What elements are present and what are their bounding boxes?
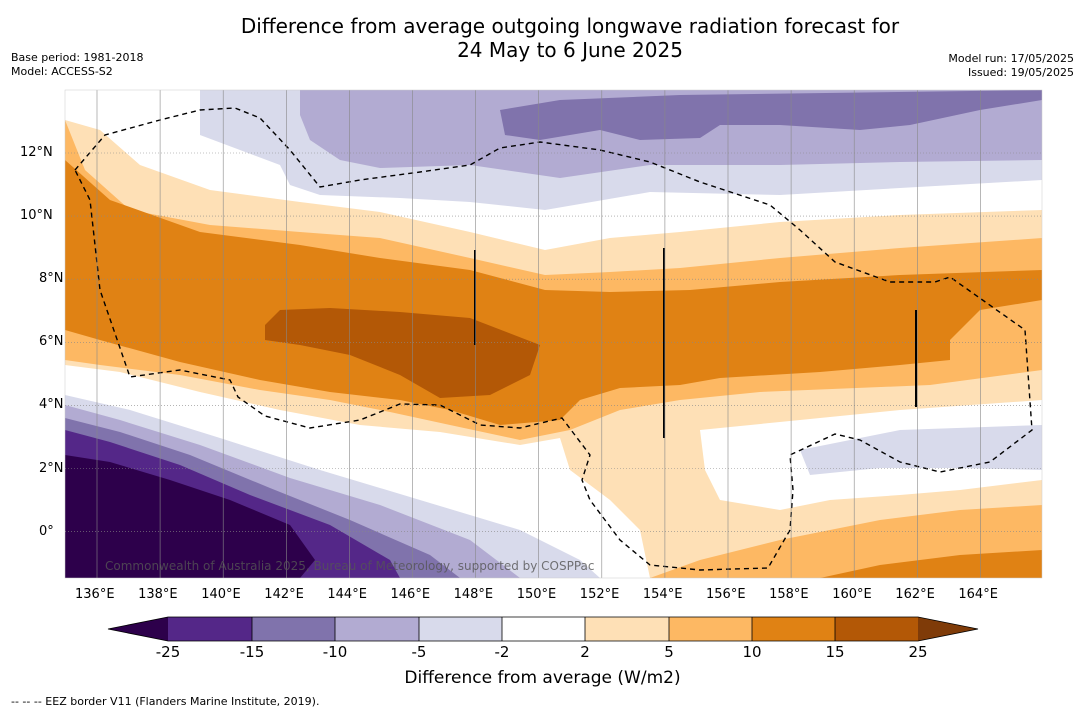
longitude-label: 140°E (201, 587, 241, 602)
colorbar-tick-label: 2 (580, 643, 590, 661)
longitude-label: 158°E (769, 587, 809, 602)
watermark: Commonwealth of Australia 2025, Bureau o… (105, 559, 595, 573)
longitude-label: 154°E (642, 587, 683, 602)
model-run: Model run: 17/05/2025 (948, 52, 1074, 65)
longitude-label: 164°E (958, 587, 998, 602)
longitude-label: 152°E (579, 587, 620, 602)
colorbar-swatch-6 (585, 617, 669, 641)
band-below-min (65, 455, 315, 578)
colorbar-swatch-3 (335, 617, 419, 641)
colorbar-tick-label: -5 (411, 643, 427, 661)
colorbar-tick-label: -10 (322, 643, 348, 661)
colorbar-outline (107, 616, 979, 642)
colorbar-swatch-4 (419, 617, 502, 641)
longitude-label: 148°E (453, 587, 494, 602)
longitude-label: 150°E (516, 587, 557, 602)
eez-border (74, 107, 1033, 571)
colorbar-swatch-5 (502, 617, 585, 641)
colorbar-swatch-7 (669, 617, 752, 641)
latitude-label: 2°N (39, 460, 64, 476)
base-period: Base period: 1981-2018 (11, 51, 144, 64)
issued-date: Issued: 19/05/2025 (967, 66, 1074, 79)
title-line-2: 24 May to 6 June 2025 (457, 38, 683, 62)
latitude-label: 10°N (20, 208, 53, 224)
map-frame (64, 89, 1043, 579)
colorbar-tick-label: -2 (494, 643, 510, 661)
band-neg-5-2-east (800, 425, 1042, 475)
meta-right: Model run: 17/05/2025 Issued: 19/05/2025 (948, 52, 1074, 80)
colorbar-title: Difference from average (W/m2) (404, 668, 681, 688)
latitude-label: 12°N (20, 145, 53, 160)
colorbar-tick-label: -25 (155, 643, 181, 661)
footer-note: -- -- -- EEZ border V11 (Flanders Marine… (11, 695, 320, 708)
colorbar-swatch-9 (835, 617, 918, 641)
colorbar (107, 616, 979, 642)
meta-left: Base period: 1981-2018 Model: ACCESS-S2 (11, 51, 143, 79)
colorbar-extend-min (108, 617, 168, 641)
map-title: Difference from average outgoing longwav… (150, 14, 990, 62)
band-pos-15-25 (265, 308, 540, 398)
band-pos-10-15 (65, 160, 1042, 425)
latitude-label: 4°N (39, 397, 64, 413)
colorbar-swatch-1 (168, 617, 252, 641)
latitude-label: 8°N (39, 271, 64, 287)
title-line-1: Difference from average outgoing longwav… (240, 14, 900, 38)
latitude-label: 0° (39, 523, 54, 539)
longitude-label: 160°E (832, 587, 872, 602)
latitude-label: 6°N (39, 334, 64, 350)
longitude-label: 146°E (390, 587, 431, 602)
colorbar-tick-label: 25 (908, 643, 928, 661)
colorbar-tick-label: 15 (825, 643, 845, 661)
colorbar-extend-max (918, 617, 978, 641)
model-name: Model: ACCESS-S2 (11, 65, 113, 78)
colorbar-swatch-2 (252, 617, 335, 641)
colorbar-swatch-8 (752, 617, 835, 641)
band-pos-10-15-south (820, 550, 1042, 578)
longitude-label: 142°E (264, 587, 304, 602)
colorbar-tick-label: 10 (742, 643, 762, 661)
longitude-label: 156°E (706, 587, 746, 602)
longitude-label: 162°E (895, 587, 935, 602)
longitude-label: 136°E (75, 587, 115, 602)
gridlines (65, 90, 1042, 578)
colorbar-dividers (251, 617, 836, 641)
longitude-label: 144°E (327, 587, 367, 602)
band-neutral-south (65, 365, 650, 578)
colorbar-tick-label: 5 (664, 643, 674, 661)
band-neg-15-10-north (500, 90, 1042, 140)
longitude-label: 138°E (138, 587, 178, 602)
anomaly-field (65, 90, 1042, 578)
colorbar-tick-label: -15 (239, 643, 265, 661)
